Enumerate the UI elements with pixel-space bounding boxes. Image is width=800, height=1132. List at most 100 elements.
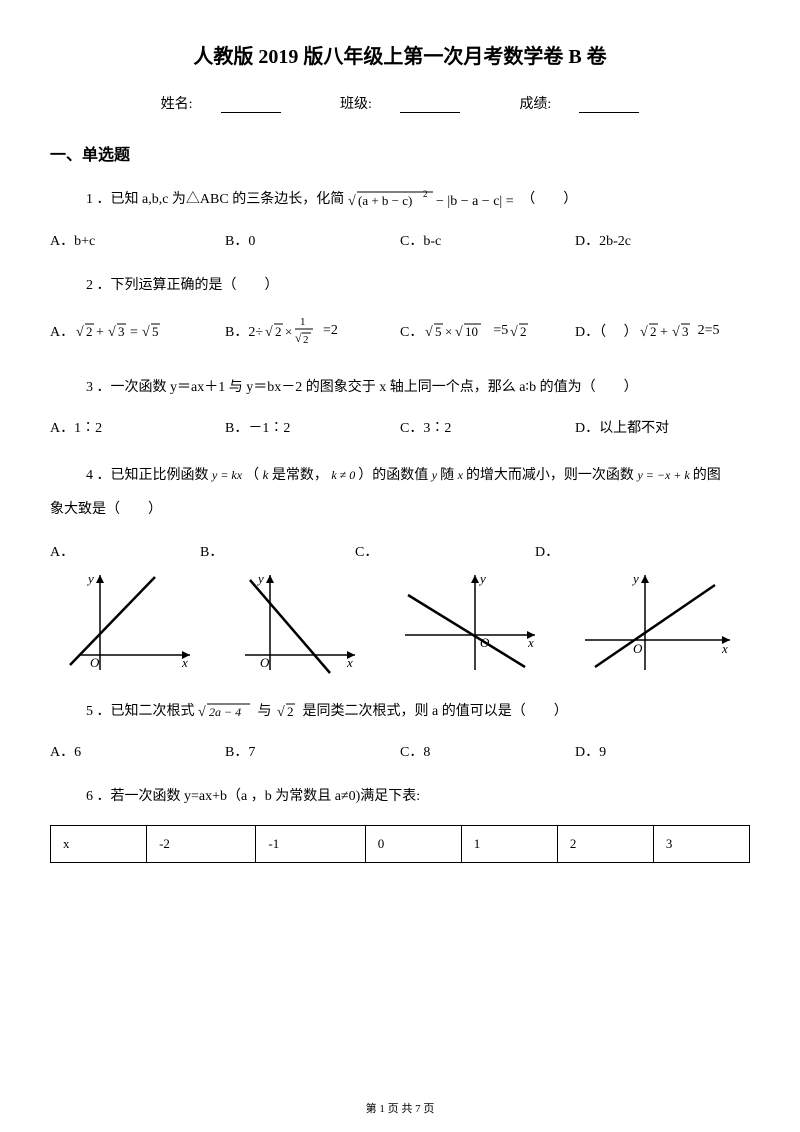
q2d-prefix: D．（ ）: [575, 321, 638, 341]
name-blank[interactable]: [221, 99, 281, 113]
q1-formula: √ (a + b − c) 2 − |b − a − c| =: [348, 185, 518, 215]
q2d-formula: √2 + √3: [638, 320, 698, 342]
q2-opt-c[interactable]: C． √5 × √10 =5 √2: [400, 314, 575, 348]
svg-text:3: 3: [118, 324, 125, 339]
svg-text:√: √: [108, 325, 116, 340]
q4-text-e: 随: [440, 468, 454, 483]
q5-opt-b[interactable]: B．7: [225, 740, 400, 765]
q2c-mid: =5: [493, 323, 508, 339]
q5-opt-c[interactable]: C．8: [400, 740, 575, 765]
graph-a[interactable]: O x y: [60, 565, 200, 680]
svg-text:√: √: [295, 331, 302, 345]
svg-text:√: √: [425, 325, 433, 340]
q2-opt-b[interactable]: B．2÷ √2 × 1 √2 =2: [225, 314, 400, 348]
table-cell: 0: [365, 825, 461, 862]
q3-opt-a[interactable]: A．1∶2: [50, 416, 225, 441]
q2-opt-a[interactable]: A． √2 + √3 = √5: [50, 314, 225, 348]
svg-text:×: ×: [285, 324, 292, 339]
svg-text:√: √: [455, 325, 463, 340]
svg-text:10: 10: [465, 324, 478, 339]
svg-text:O: O: [90, 655, 100, 670]
svg-text:− |b − a − c| =: − |b − a − c| =: [436, 194, 514, 209]
svg-text:=: =: [130, 325, 138, 340]
svg-text:√: √: [265, 325, 273, 340]
name-label: 姓名:: [161, 97, 193, 112]
q3-opt-c[interactable]: C．3∶2: [400, 416, 575, 441]
q2d-suffix: 2=5: [698, 323, 720, 339]
class-blank[interactable]: [400, 99, 460, 113]
table-cell: 1: [461, 825, 557, 862]
student-info: 姓名: 班级: 成绩:: [50, 93, 750, 113]
q4-graphs: O x y O x y O x y O x y: [60, 565, 740, 680]
svg-text:5: 5: [152, 324, 159, 339]
q5-opt-a[interactable]: A．6: [50, 740, 225, 765]
q2c-formula2: √2: [508, 320, 532, 342]
graph-d[interactable]: O x y: [570, 565, 740, 680]
q5-opt-d[interactable]: D．9: [575, 740, 750, 765]
graph-b[interactable]: O x y: [225, 565, 365, 680]
svg-text:√: √: [510, 325, 518, 340]
q4-text-g: 的图: [693, 468, 721, 483]
q4-graph-labels: A． B． C． D．: [50, 541, 750, 561]
q4-f-k: k: [263, 467, 269, 482]
svg-text:y: y: [478, 571, 486, 586]
section-heading: 一、单选题: [50, 141, 750, 165]
q5-text-b: 与: [258, 704, 272, 719]
q1-text-a: 1 ．已知 a,b,c 为△ABC 的三条边长，化简: [86, 192, 344, 207]
svg-text:√: √: [277, 705, 285, 720]
svg-text:2: 2: [86, 324, 93, 339]
svg-text:y: y: [86, 571, 94, 586]
score-blank[interactable]: [579, 99, 639, 113]
q5-text-a: 5 ．已知二次根式: [86, 704, 195, 719]
q4-text-d: ）的函数值: [358, 468, 428, 483]
class-label: 班级:: [340, 97, 372, 112]
q5-text-c: 是同类二次根式，则 a 的值可以是（ ）: [303, 704, 568, 719]
svg-text:√: √: [348, 194, 356, 209]
svg-text:O: O: [260, 655, 270, 670]
q4-text-a: 4 ．已知正比例函数: [86, 468, 209, 483]
graph-c[interactable]: O x y: [390, 565, 545, 680]
page-footer: 第 1 页 共 7 页: [0, 1100, 800, 1116]
svg-text:√: √: [76, 325, 84, 340]
q4-text-h: 象大致是（ ）: [50, 502, 162, 517]
svg-text:2a − 4: 2a − 4: [209, 705, 241, 719]
q5-formula1: √ 2a − 4: [198, 701, 254, 721]
q3-opt-b[interactable]: B．－1∶2: [225, 416, 400, 441]
question-6: 6 ．若一次函数 y=ax+b（a ，b 为常数且 a≠0)满足下表:: [86, 783, 750, 811]
table-cell: -2: [147, 825, 256, 862]
q4-f-x: x: [458, 468, 466, 482]
svg-text:x: x: [527, 635, 534, 650]
svg-text:3: 3: [682, 324, 689, 339]
q4-f1: y = kx: [212, 468, 245, 482]
q2b-prefix: B．2÷: [225, 321, 263, 341]
table-cell: 3: [653, 825, 749, 862]
q4-f3: y = −x + k: [637, 468, 692, 482]
q4-text-f: 的增大而减小，则一次函数: [466, 468, 634, 483]
table-row: x -2 -1 0 1 2 3: [51, 825, 750, 862]
q5-options: A．6 B．7 C．8 D．9: [50, 740, 750, 765]
score-label: 成绩:: [519, 97, 551, 112]
q4-text-c: 是常数，: [272, 468, 328, 483]
question-3: 3 ．一次函数 y＝ax＋1 与 y＝bx－2 的图象交于 x 轴上同一个点，那…: [86, 374, 750, 402]
question-1: 1 ．已知 a,b,c 为△ABC 的三条边长，化简 √ (a + b − c)…: [86, 185, 750, 215]
svg-text:y: y: [631, 571, 639, 586]
q1-opt-b[interactable]: B．0: [225, 229, 400, 254]
q2-opt-d[interactable]: D．（ ） √2 + √3 2=5: [575, 314, 750, 348]
q2a-prefix: A．: [50, 321, 74, 341]
svg-text:2: 2: [275, 324, 282, 339]
svg-text:y: y: [256, 571, 264, 586]
q4-label-b: B．: [200, 541, 355, 561]
svg-text:√: √: [672, 325, 680, 340]
q4-f-y: y: [432, 468, 440, 482]
page-title: 人教版 2019 版八年级上第一次月考数学卷 B 卷: [50, 40, 750, 69]
q3-opt-d[interactable]: D．以上都不对: [575, 416, 750, 441]
svg-text:1: 1: [300, 316, 306, 328]
q1-options: A．b+c B．0 C．b-c D．2b-2c: [50, 229, 750, 254]
q5-formula2: √2: [275, 701, 299, 721]
q2b-formula: √2 × 1 √2: [263, 314, 323, 348]
svg-text:+: +: [96, 325, 104, 340]
svg-text:√: √: [198, 705, 206, 720]
q1-opt-a[interactable]: A．b+c: [50, 229, 225, 254]
q1-opt-d[interactable]: D．2b-2c: [575, 229, 750, 254]
q1-opt-c[interactable]: C．b-c: [400, 229, 575, 254]
